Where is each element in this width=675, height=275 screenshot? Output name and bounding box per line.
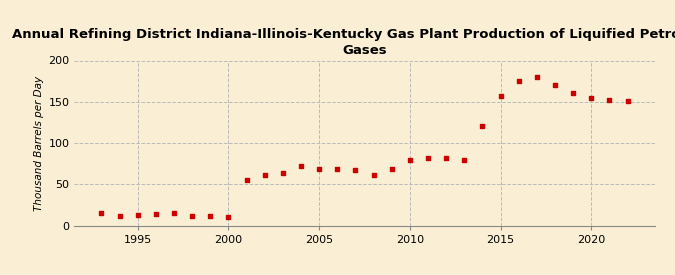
Point: [604, 98, 615, 102]
Point: [205, 214, 216, 219]
Point: [223, 215, 234, 219]
Point: [169, 211, 180, 215]
Point: [277, 170, 288, 175]
Title: Annual Refining District Indiana-Illinois-Kentucky Gas Plant Production of Liqui: Annual Refining District Indiana-Illinoi…: [11, 28, 675, 57]
Point: [241, 178, 252, 182]
Point: [441, 156, 452, 160]
Point: [96, 211, 107, 215]
Point: [314, 166, 325, 171]
Point: [622, 99, 633, 103]
Point: [549, 83, 560, 87]
Point: [259, 173, 270, 177]
Point: [187, 214, 198, 219]
Point: [350, 168, 361, 172]
Point: [495, 94, 506, 98]
Point: [531, 75, 542, 79]
Point: [114, 214, 125, 219]
Y-axis label: Thousand Barrels per Day: Thousand Barrels per Day: [34, 75, 44, 211]
Point: [368, 173, 379, 177]
Point: [132, 213, 143, 217]
Point: [151, 212, 161, 216]
Point: [513, 79, 524, 83]
Point: [386, 166, 397, 171]
Point: [586, 95, 597, 100]
Point: [477, 123, 488, 128]
Point: [332, 167, 343, 172]
Point: [296, 164, 306, 168]
Point: [568, 90, 578, 95]
Point: [423, 156, 433, 160]
Point: [459, 158, 470, 163]
Point: [404, 158, 415, 163]
